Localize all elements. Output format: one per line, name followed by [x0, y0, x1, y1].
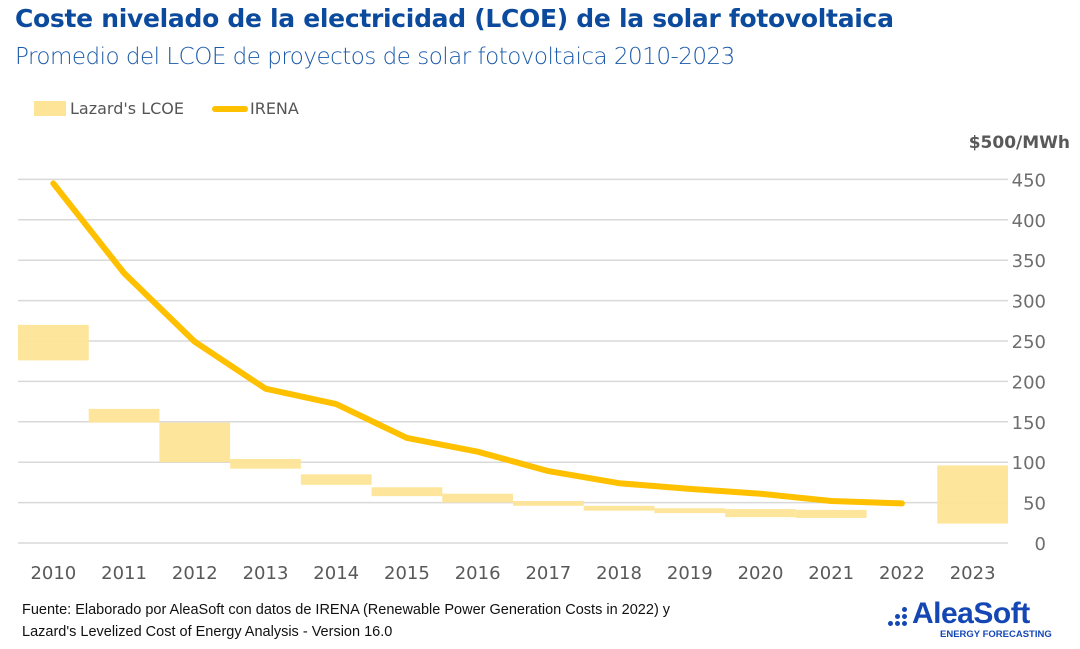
lazard-band-2019 — [654, 508, 726, 514]
x-tick-label: 2019 — [667, 563, 713, 584]
y-tick-label: 50 — [1023, 494, 1046, 515]
lazard-band-2013 — [230, 458, 301, 469]
logo-name: AleaSoft — [912, 597, 1030, 630]
legend: Lazard's LCOE IRENA — [34, 99, 299, 118]
lazard-band-2020 — [725, 509, 796, 518]
irena-line-group — [50, 180, 905, 507]
x-tick-label: 2016 — [455, 563, 501, 584]
x-tick-label: 2020 — [738, 563, 784, 584]
aleasoft-logo: AleaSoft ENERGY FORECASTING — [888, 597, 1052, 643]
lazard-band-2017 — [513, 500, 584, 506]
lazard-band-2023 — [937, 465, 1008, 524]
y-tick-label: 350 — [1012, 251, 1046, 272]
source-line-1: Fuente: Elaborado por AleaSoft con datos… — [22, 602, 671, 618]
y-tick-label: 200 — [1012, 372, 1046, 393]
legend-irena-label: IRENA — [249, 99, 299, 118]
x-tick-label: 2011 — [101, 563, 147, 584]
lazard-band-2015 — [371, 487, 443, 497]
legend-lazard-swatch — [34, 101, 66, 116]
legend-lazard-label: Lazard's LCOE — [70, 99, 184, 118]
y-axis-label: $500/MWh — [969, 133, 1070, 153]
y-tick-label: 300 — [1012, 292, 1046, 313]
logo-tagline: ENERGY FORECASTING — [940, 629, 1052, 640]
lazard-band-2010 — [18, 324, 89, 361]
y-tick-label: 250 — [1012, 332, 1046, 353]
x-tick-label: 2017 — [525, 563, 571, 584]
chart-title: Coste nivelado de la electricidad (LCOE)… — [15, 4, 894, 33]
x-tick-label: 2021 — [808, 563, 854, 584]
y-tick-label: 150 — [1012, 413, 1046, 434]
x-tick-label: 2012 — [172, 563, 218, 584]
logo-dots-icon — [888, 607, 914, 629]
y-axis-ticks: 0 50 100 150 200 250 300 350 400 450 — [1012, 170, 1046, 555]
lcoe-chart: 0 50 100 150 200 250 300 350 400 450 2010 2011 2012… — [18, 133, 1070, 584]
x-tick-label: 2023 — [950, 563, 996, 584]
lazard-band-2012 — [159, 422, 231, 463]
lazard-bands — [18, 324, 1008, 524]
chart-subtitle: Promedio del LCOE de proyectos de solar … — [15, 44, 735, 70]
y-tick-label: 0 — [1035, 534, 1046, 555]
lazard-band-2016 — [442, 493, 513, 503]
x-tick-label: 2022 — [879, 563, 925, 584]
x-axis-ticks: 2010 2011 2012 2013 2014 2015 2016 2017 2018 2019… — [30, 563, 995, 584]
source-line-2: Lazard's Levelized Cost of Energy Analys… — [22, 624, 393, 640]
lazard-band-2021 — [795, 509, 867, 518]
gridlines — [18, 178, 1008, 544]
y-tick-label: 100 — [1012, 453, 1046, 474]
x-tick-label: 2018 — [596, 563, 642, 584]
legend-irena-swatch — [211, 105, 248, 112]
lazard-band-2018 — [583, 505, 655, 511]
x-tick-label: 2014 — [313, 563, 359, 584]
x-tick-label: 2010 — [30, 563, 76, 584]
source-note: Fuente: Elaborado por AleaSoft con datos… — [22, 599, 670, 643]
x-tick-label: 2013 — [243, 563, 289, 584]
x-tick-label: 2015 — [384, 563, 430, 584]
lazard-band-2011 — [88, 408, 160, 423]
lazard-band-2014 — [300, 474, 372, 485]
y-tick-label: 450 — [1012, 170, 1046, 191]
y-tick-label: 400 — [1012, 211, 1046, 232]
